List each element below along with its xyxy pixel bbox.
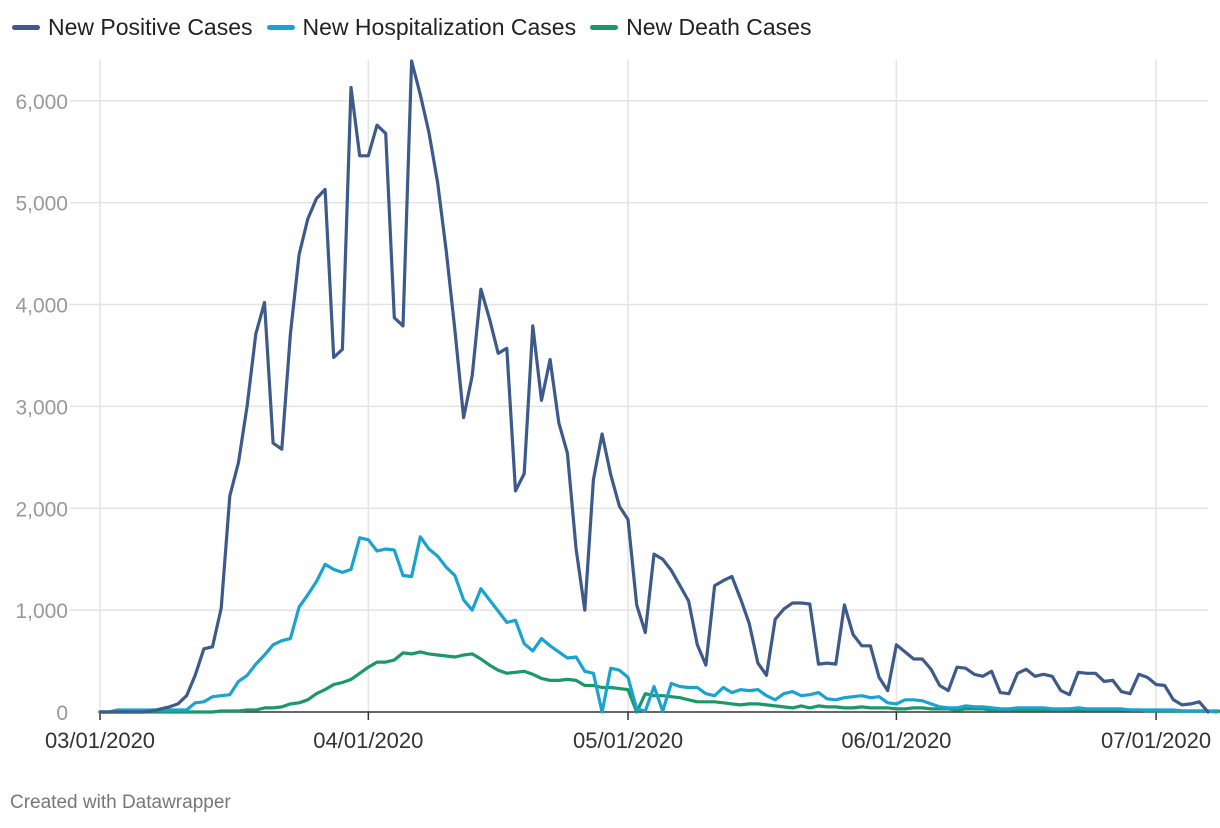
series-line-new-death-cases [98,650,1220,714]
legend: New Positive Cases New Hospitalization C… [12,14,811,41]
series-line-new-positive-cases [98,59,1210,714]
x-tick-label: 03/01/2020 [45,728,155,753]
legend-swatch-hospitalization [266,25,295,30]
line-chart: 0 1,000 2,000 3,000 4,000 5,000 6,000 03/01/202… [15,59,1220,753]
legend-swatch-positive [12,25,40,30]
x-tick-label: 06/01/2020 [841,728,951,753]
y-tick-label: 4,000 [15,295,68,318]
y-tick-label: 6,000 [15,91,68,114]
legend-item-death: New Death Cases [590,14,811,41]
x-tick-label: 05/01/2020 [573,728,683,753]
legend-label-positive: New Positive Cases [48,14,253,40]
y-tick-label: 3,000 [15,396,68,419]
legend-label-hospitalization: New Hospitalization Cases [302,14,577,40]
legend-swatch-death [590,25,619,30]
x-tick-label: 04/01/2020 [313,728,423,753]
legend-item-positive: New Positive Cases [12,14,253,41]
x-tick-label: 07/01/2020 [1101,728,1211,753]
y-tick-label: 2,000 [15,498,68,521]
y-tick-label: 1,000 [15,600,68,623]
legend-item-hospitalization: New Hospitalization Cases [266,14,577,41]
y-tick-label: 5,000 [15,193,68,216]
y-tick-label: 0 [56,702,68,725]
credit-text: Created with Datawrapper [10,792,231,813]
legend-label-death: New Death Cases [626,14,812,40]
series-line-new-hospitalization-cases [98,535,1219,714]
